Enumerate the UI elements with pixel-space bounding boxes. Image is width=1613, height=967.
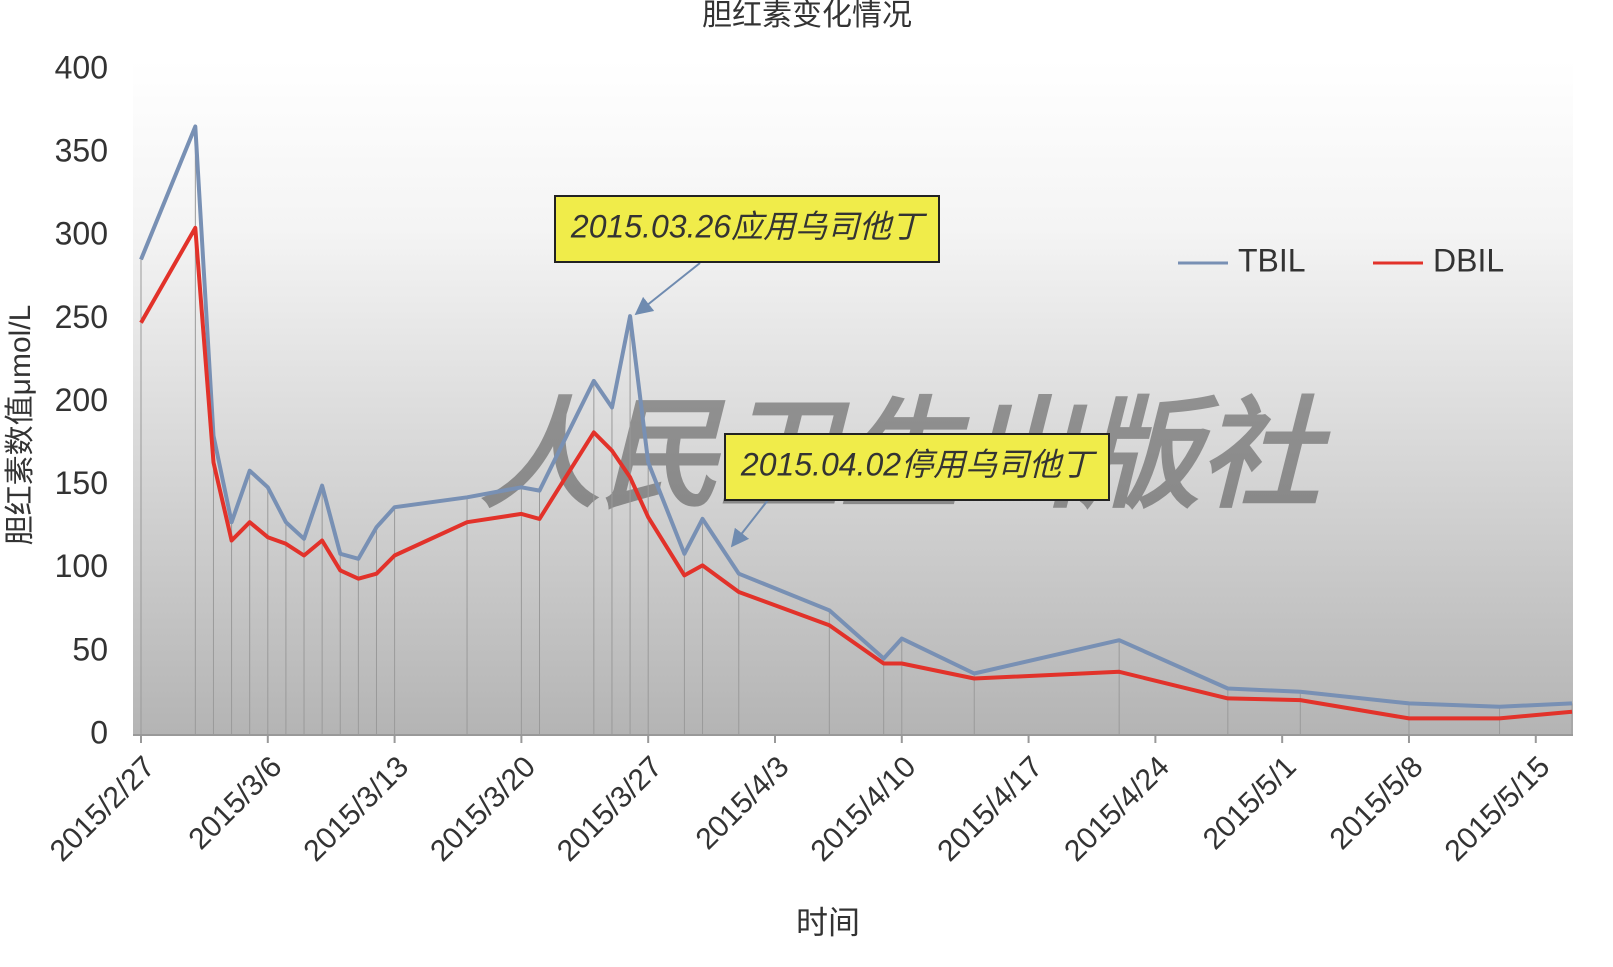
y-tick-label: 250	[55, 299, 108, 335]
x-tick-label: 2015/3/27	[551, 750, 669, 868]
series-line	[139, 124, 1573, 709]
chart-title: 胆红素变化情况	[702, 0, 912, 32]
x-tick-label: 2015/5/1	[1197, 750, 1303, 856]
annotation-box	[724, 433, 1110, 501]
x-tick-label: 2015/3/13	[297, 750, 415, 868]
y-tick-label: 350	[55, 133, 108, 169]
x-tick-label: 2015/3/6	[182, 750, 288, 856]
x-tick-label: 2015/4/10	[805, 750, 923, 868]
x-axis-label: 时间	[796, 904, 860, 940]
annotation: 2015.04.02停用乌司他丁	[740, 446, 1098, 482]
y-tick-label: 200	[55, 382, 108, 418]
y-tick-label: 400	[55, 49, 108, 85]
y-tick-label: 300	[55, 216, 108, 252]
plot-background	[133, 60, 1573, 735]
x-tick-label: 2015/4/24	[1058, 750, 1176, 868]
y-tick-label: 100	[55, 548, 108, 584]
series-line	[139, 225, 1573, 721]
y-tick-label: 50	[72, 631, 108, 667]
x-tick-label: 2015/5/8	[1324, 750, 1430, 856]
y-axis-label: 胆红素数值μmol/L	[4, 305, 37, 546]
x-tick-label: 2015/4/17	[931, 750, 1049, 868]
annotation-arrow	[730, 499, 769, 548]
annotation-arrow	[634, 262, 701, 316]
x-tick-label: 2015/5/15	[1439, 750, 1557, 868]
legend-label: DBIL	[1433, 242, 1504, 278]
x-tick-label: 2015/3/20	[424, 750, 542, 868]
legend-label: TBIL	[1238, 242, 1306, 278]
x-tick-label: 2015/2/27	[44, 750, 162, 868]
y-tick-label: 150	[55, 465, 108, 501]
annotation: 2015.03.26应用乌司他丁	[570, 208, 928, 244]
annotation-box	[554, 195, 940, 263]
y-tick-label: 0	[90, 714, 108, 750]
x-tick-label: 2015/4/3	[690, 750, 796, 856]
